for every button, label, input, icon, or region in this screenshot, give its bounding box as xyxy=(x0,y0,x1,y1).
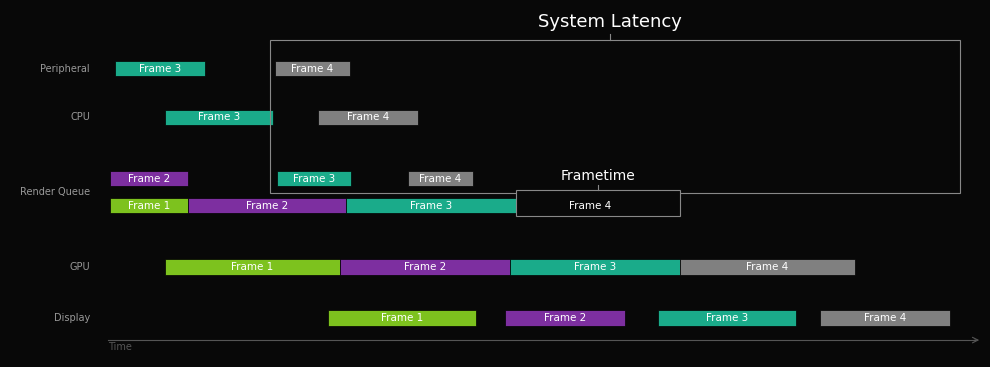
Text: Frame 2: Frame 2 xyxy=(404,262,446,272)
Text: CPU: CPU xyxy=(70,112,90,123)
Text: Frame 2: Frame 2 xyxy=(544,313,586,323)
Text: Frame 3: Frame 3 xyxy=(574,262,616,272)
FancyBboxPatch shape xyxy=(275,61,350,76)
Text: Display: Display xyxy=(53,313,90,323)
Text: Render Queue: Render Queue xyxy=(20,187,90,197)
FancyBboxPatch shape xyxy=(318,110,418,125)
Text: Frame 3: Frame 3 xyxy=(293,174,336,184)
FancyBboxPatch shape xyxy=(510,259,680,275)
FancyBboxPatch shape xyxy=(115,61,205,76)
FancyBboxPatch shape xyxy=(277,171,351,186)
Text: System Latency: System Latency xyxy=(538,13,682,31)
Text: Frame 3: Frame 3 xyxy=(706,313,748,323)
FancyBboxPatch shape xyxy=(658,310,796,326)
Text: Frame 4: Frame 4 xyxy=(420,174,461,184)
FancyBboxPatch shape xyxy=(188,198,346,213)
FancyBboxPatch shape xyxy=(165,110,273,125)
FancyBboxPatch shape xyxy=(328,310,476,326)
Text: Frame 4: Frame 4 xyxy=(291,63,334,73)
FancyBboxPatch shape xyxy=(165,259,340,275)
FancyBboxPatch shape xyxy=(346,198,516,213)
Text: GPU: GPU xyxy=(69,262,90,272)
Text: Frame 4: Frame 4 xyxy=(746,262,789,272)
Text: Frame 3: Frame 3 xyxy=(410,200,452,211)
Text: Frame 4: Frame 4 xyxy=(569,200,611,211)
Text: Frame 1: Frame 1 xyxy=(381,313,423,323)
Text: Frame 2: Frame 2 xyxy=(246,200,288,211)
Text: Frame 2: Frame 2 xyxy=(128,174,170,184)
Text: Frametime: Frametime xyxy=(560,169,636,183)
Text: Frame 4: Frame 4 xyxy=(346,112,389,123)
Text: Frame 1: Frame 1 xyxy=(128,200,170,211)
FancyBboxPatch shape xyxy=(340,259,510,275)
FancyBboxPatch shape xyxy=(110,198,188,213)
Text: Frame 3: Frame 3 xyxy=(198,112,241,123)
Text: Frame 3: Frame 3 xyxy=(139,63,181,73)
FancyBboxPatch shape xyxy=(505,310,625,326)
Text: Time: Time xyxy=(108,342,132,352)
FancyBboxPatch shape xyxy=(516,198,664,213)
FancyBboxPatch shape xyxy=(516,190,680,216)
FancyBboxPatch shape xyxy=(408,171,473,186)
Text: Frame 1: Frame 1 xyxy=(232,262,273,272)
Text: Frame 4: Frame 4 xyxy=(864,313,906,323)
FancyBboxPatch shape xyxy=(680,259,855,275)
FancyBboxPatch shape xyxy=(110,171,188,186)
Text: Peripheral: Peripheral xyxy=(41,63,90,73)
FancyBboxPatch shape xyxy=(820,310,950,326)
